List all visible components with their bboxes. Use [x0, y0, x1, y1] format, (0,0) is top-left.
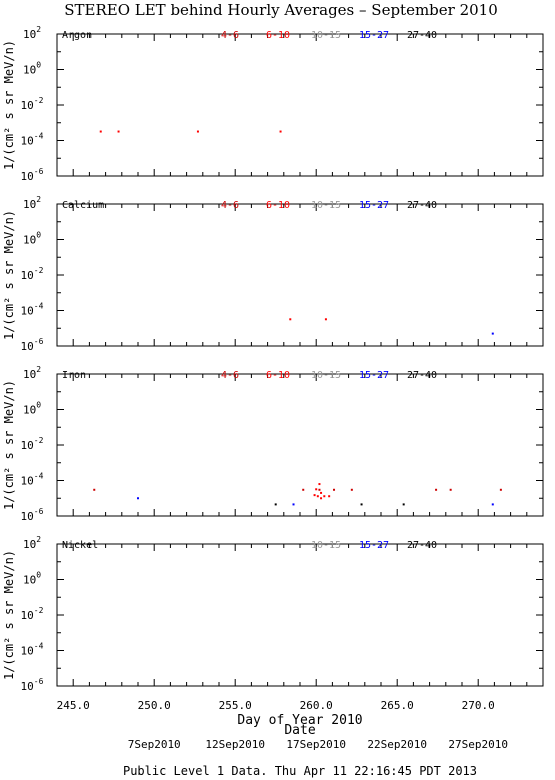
legend-entry: 27-40 — [407, 540, 437, 551]
data-point — [99, 130, 102, 133]
element-label: Argon — [62, 30, 92, 41]
date-tick-label: 22Sep2010 — [367, 738, 427, 751]
element-label: Iron — [62, 370, 86, 381]
legend-entry: 15-27 — [359, 540, 389, 551]
panel-calcium: 102 100 10-2 10-4 10-6 Calcium 4-6 6-10 10-15 15-… — [2, 195, 544, 353]
date-tick-label: 27Sep2010 — [448, 738, 508, 751]
data-point — [117, 130, 120, 133]
y-tick-label: 10-2 — [21, 436, 44, 452]
legend-entry: 10-15 — [311, 200, 341, 211]
y-tick-label: 100 — [23, 571, 41, 587]
date-tick-label: 7Sep2010 — [128, 738, 181, 751]
y-tick-label: 10-4 — [21, 642, 44, 658]
y-tick-label: 102 — [23, 365, 41, 381]
data-point — [491, 332, 494, 335]
data-point — [324, 318, 327, 321]
y-axis-label: 1/(cm² s sr MeV/n) — [2, 550, 16, 680]
data-point — [196, 130, 199, 133]
legend-entry: 4-6 — [221, 370, 239, 381]
data-point — [323, 495, 326, 498]
y-tick-label: 10-6 — [21, 507, 44, 523]
y-tick-label: 10-6 — [21, 337, 44, 353]
data-point — [315, 488, 318, 491]
data-point — [320, 491, 323, 494]
x-tick-label: 260.0 — [300, 699, 333, 712]
y-tick-label: 102 — [23, 25, 41, 41]
plot-frame — [56, 373, 544, 517]
legend-entry: 27-40 — [407, 200, 437, 211]
chart-title: STEREO LET behind Hourly Averages – Sept… — [64, 1, 498, 19]
panel-iron: 102 100 10-2 10-4 10-6 Iron 4-6 6-10 10-15 15-27 2… — [2, 365, 544, 523]
data-point — [449, 488, 452, 491]
y-axis-label: 1/(cm² s sr MeV/n) — [2, 380, 16, 510]
legend-entry: 10-15 — [311, 370, 341, 381]
footer-text: Public Level 1 Data. Thu Apr 11 22:16:45… — [123, 764, 477, 778]
y-tick-label: 10-4 — [21, 302, 44, 318]
legend-entry: 6-10 — [266, 200, 290, 211]
y-axis-label: 1/(cm² s sr MeV/n) — [2, 40, 16, 170]
data-point — [289, 318, 292, 321]
data-point — [318, 488, 321, 491]
data-point — [333, 488, 336, 491]
data-point — [491, 503, 494, 506]
data-point — [313, 494, 316, 497]
plot-frame — [56, 203, 544, 347]
panel-nickel: 102 100 10-2 10-4 10-6 Nickel 10-15 15-27 27-40 1… — [2, 535, 544, 693]
x-tick-label: 270.0 — [462, 699, 495, 712]
element-label: Calcium — [62, 200, 104, 211]
legend-entry: 6-10 — [266, 370, 290, 381]
data-point — [292, 503, 295, 506]
data-point — [360, 503, 363, 506]
y-tick-label: 10-4 — [21, 472, 44, 488]
y-tick-label: 10-6 — [21, 677, 44, 693]
plot-frame — [56, 543, 544, 687]
date-axis-label: Date — [284, 723, 315, 738]
legend-entry: 4-6 — [221, 30, 239, 41]
data-point — [435, 488, 438, 491]
legend-entry: 27-40 — [407, 30, 437, 41]
data-point — [318, 483, 321, 486]
data-point — [328, 495, 331, 498]
y-tick-label: 10-2 — [21, 266, 44, 282]
legend-entry: 27-40 — [407, 370, 437, 381]
y-tick-label: 102 — [23, 535, 41, 551]
y-axis-label: 1/(cm² s sr MeV/n) — [2, 210, 16, 340]
y-tick-label: 100 — [23, 401, 41, 417]
data-point — [499, 488, 502, 491]
element-label: Nickel — [62, 540, 98, 551]
plot-frame — [56, 33, 544, 177]
panel-argon: 102 100 10-2 10-4 10-6 Argon 4-6 6-10 10-15 15-27… — [2, 25, 544, 183]
y-tick-label: 100 — [23, 61, 41, 77]
data-point — [279, 130, 282, 133]
data-point — [320, 497, 323, 500]
y-tick-label: 10-2 — [21, 606, 44, 622]
data-point — [402, 503, 405, 506]
x-tick-label: 250.0 — [138, 699, 171, 712]
data-point — [316, 495, 319, 498]
legend-entry: 15-27 — [359, 370, 389, 381]
date-tick-label: 12Sep2010 — [205, 738, 265, 751]
legend-entry: 10-15 — [311, 540, 341, 551]
data-point — [137, 497, 139, 500]
y-tick-label: 100 — [23, 231, 41, 247]
data-point — [302, 488, 305, 491]
x-tick-label: 245.0 — [57, 699, 90, 712]
legend-entry: 6-10 — [266, 30, 290, 41]
data-point — [350, 488, 353, 491]
data-point — [93, 488, 96, 491]
y-tick-label: 10-2 — [21, 96, 44, 112]
y-tick-label: 10-4 — [21, 132, 44, 148]
x-tick-label: 265.0 — [381, 699, 414, 712]
date-tick-label: 17Sep2010 — [286, 738, 346, 751]
data-point — [274, 503, 277, 506]
x-axis-label: Day of Year 2010 — [237, 713, 362, 728]
y-tick-label: 10-6 — [21, 167, 44, 183]
legend-entry: 15-27 — [359, 30, 389, 41]
x-tick-label: 255.0 — [219, 699, 252, 712]
legend-entry: 10-15 — [311, 30, 341, 41]
y-tick-label: 102 — [23, 195, 41, 211]
legend-entry: 4-6 — [221, 200, 239, 211]
legend-entry: 15-27 — [359, 200, 389, 211]
